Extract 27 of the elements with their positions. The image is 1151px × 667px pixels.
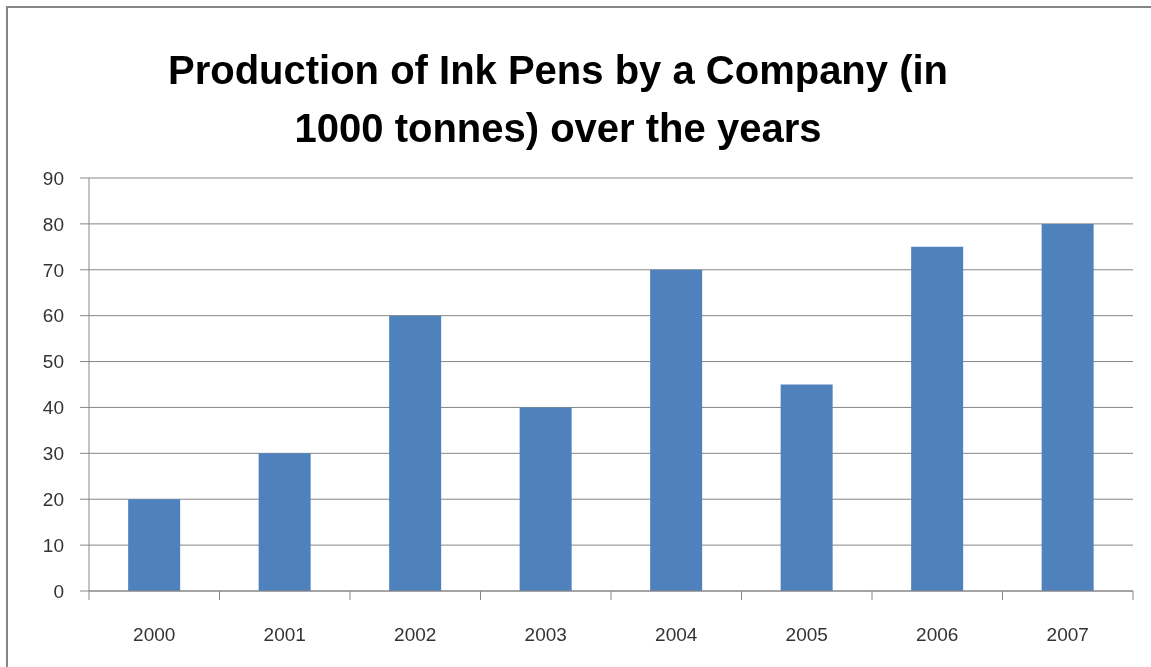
y-tick-label: 20 (42, 488, 64, 510)
x-tick-label: 2000 (133, 624, 176, 645)
y-tick-label: 70 (42, 259, 64, 281)
bar (389, 315, 442, 591)
x-tick-label: 2007 (1046, 624, 1089, 645)
x-tick-label: 2004 (655, 624, 698, 645)
y-tick-label: 40 (42, 397, 64, 419)
y-tick-label: 30 (42, 443, 64, 465)
x-tick-label: 2003 (524, 624, 567, 645)
y-tick-label: 10 (42, 534, 64, 556)
bar (258, 453, 311, 591)
bar (650, 269, 703, 591)
y-tick-label: 0 (53, 580, 64, 602)
bar (1041, 223, 1094, 591)
y-tick-label: 50 (42, 351, 64, 373)
x-tick-label: 2005 (785, 624, 828, 645)
bar (780, 384, 833, 591)
y-tick-label: 80 (42, 213, 64, 235)
x-tick-label: 2001 (263, 624, 306, 645)
bar (911, 246, 964, 591)
chart-title: Production of Ink Pens by a Company (in 1000 tonnes) over the years (166, 47, 950, 152)
y-tick-label: 90 (42, 167, 64, 189)
bar (128, 499, 181, 591)
y-tick-label: 60 (42, 305, 64, 327)
x-tick-label: 2006 (916, 624, 959, 645)
bar (519, 407, 572, 591)
x-tick-label: 2002 (394, 624, 437, 645)
